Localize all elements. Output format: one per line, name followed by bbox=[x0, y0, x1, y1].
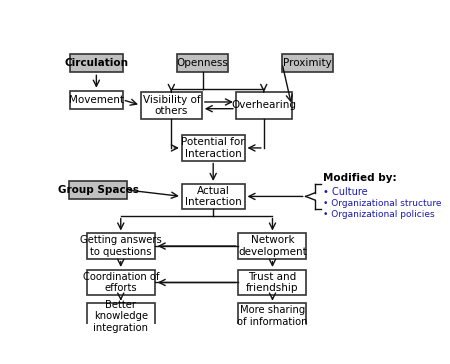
FancyBboxPatch shape bbox=[236, 92, 292, 119]
Text: Coordination of
efforts: Coordination of efforts bbox=[82, 272, 159, 293]
FancyBboxPatch shape bbox=[182, 135, 245, 161]
FancyBboxPatch shape bbox=[87, 270, 155, 295]
FancyBboxPatch shape bbox=[70, 91, 122, 109]
Text: • Organizational structure: • Organizational structure bbox=[323, 199, 441, 208]
FancyBboxPatch shape bbox=[177, 54, 228, 72]
Text: Visibility of
others: Visibility of others bbox=[143, 95, 200, 116]
FancyBboxPatch shape bbox=[87, 304, 155, 329]
Text: Circulation: Circulation bbox=[64, 58, 128, 68]
Text: Better
knowledge
integration: Better knowledge integration bbox=[93, 300, 148, 333]
FancyBboxPatch shape bbox=[282, 54, 333, 72]
FancyBboxPatch shape bbox=[69, 181, 127, 199]
Text: • Culture: • Culture bbox=[323, 187, 368, 197]
Text: Overhearing: Overhearing bbox=[231, 100, 296, 110]
Text: More sharing
of information: More sharing of information bbox=[237, 305, 308, 327]
Text: Openness: Openness bbox=[177, 58, 229, 68]
Text: Group Spaces: Group Spaces bbox=[58, 185, 139, 195]
FancyBboxPatch shape bbox=[141, 92, 202, 119]
Text: Network
development: Network development bbox=[238, 235, 307, 257]
FancyBboxPatch shape bbox=[182, 184, 245, 209]
Text: Modified by:: Modified by: bbox=[323, 173, 396, 183]
Text: Getting answers
to questions: Getting answers to questions bbox=[80, 235, 162, 257]
FancyBboxPatch shape bbox=[238, 270, 306, 295]
Text: Proximity: Proximity bbox=[283, 58, 332, 68]
Text: Trust and
friendship: Trust and friendship bbox=[246, 272, 299, 293]
Text: • Organizational policies: • Organizational policies bbox=[323, 210, 435, 219]
FancyBboxPatch shape bbox=[70, 54, 122, 72]
FancyBboxPatch shape bbox=[238, 304, 306, 329]
Text: Potential for
Interaction: Potential for Interaction bbox=[181, 137, 245, 159]
FancyBboxPatch shape bbox=[87, 233, 155, 259]
FancyBboxPatch shape bbox=[238, 233, 306, 259]
Text: Movement: Movement bbox=[69, 95, 124, 105]
Text: Actual
Interaction: Actual Interaction bbox=[185, 186, 242, 207]
